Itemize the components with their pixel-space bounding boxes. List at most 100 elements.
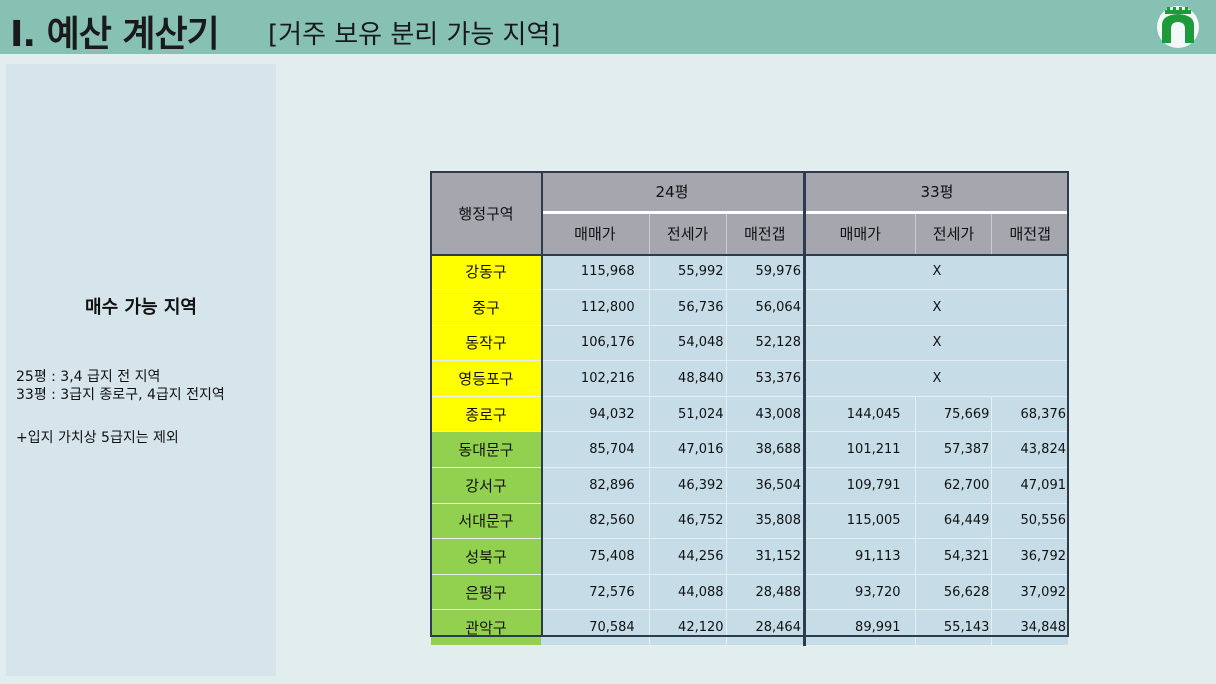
sale-33-cell: 101,211 [802, 431, 916, 469]
budget-table: 행정구역 24평 33평 매매가 전세가 매전갭 매매가 전세가 매전갭 강동구… [431, 172, 1068, 647]
not-applicable-cell: X [802, 289, 1068, 326]
summary-line-note: +입지 가치상 5급지는 제외 [16, 430, 179, 446]
table-row: 관악구 70,584 42,120 28,464 89,991 55,143 34,848 [431, 609, 1068, 647]
jeonse-24-cell: 46,392 [648, 467, 727, 504]
table-row: 서대문구 82,560 46,752 35,808 115,005 64,449 50,55… [431, 503, 1068, 540]
sale-24-cell: 82,896 [541, 467, 650, 504]
sale-33-cell: 115,005 [802, 503, 916, 540]
sale-33-cell: 144,045 [802, 396, 916, 433]
not-applicable-cell: X [802, 254, 1068, 291]
table-row: 강동구 115,968 55,992 59,976 X [431, 254, 1068, 291]
gap-24-cell: 56,064 [725, 289, 805, 326]
jeonse-33-cell: 56,628 [914, 574, 992, 611]
region-column-header: 행정구역 [431, 172, 541, 254]
gap-24-cell: 36,504 [725, 467, 805, 504]
jeonse-33-cell: 57,387 [914, 431, 992, 469]
gap-33-cell: 34,848 [991, 609, 1068, 647]
sale-33-cell: 89,991 [802, 609, 916, 647]
table-row: 동작구 106,176 54,048 52,128 X [431, 325, 1068, 362]
region-cell: 강서구 [431, 467, 541, 504]
sale-24-cell: 102,216 [541, 360, 650, 397]
gap-24-cell: 43,008 [725, 396, 805, 433]
region-cell: 중구 [431, 289, 541, 326]
gap-33-cell: 68,376 [991, 396, 1068, 433]
gap-24-cell: 28,488 [725, 574, 805, 611]
region-cell: 강동구 [431, 254, 541, 291]
sale-24-cell: 112,800 [541, 289, 650, 326]
table-row: 성북구 75,408 44,256 31,152 91,113 54,321 36,792 [431, 538, 1068, 575]
gap-33-cell: 43,824 [991, 431, 1068, 469]
col-header-24-sale: 매매가 [541, 210, 650, 254]
region-cell: 동작구 [431, 325, 541, 362]
summary-panel: 매수 가능 지역 25평 : 3,4 급지 전 지역 33평 : 3급지 종로구… [6, 64, 276, 676]
jeonse-24-cell: 55,992 [648, 254, 727, 291]
col-header-24-gap: 매전갭 [725, 210, 805, 254]
sale-24-cell: 94,032 [541, 396, 650, 433]
gap-24-cell: 35,808 [725, 503, 805, 540]
region-cell: 서대문구 [431, 503, 541, 540]
sale-33-cell: 91,113 [802, 538, 916, 575]
gap-33-cell: 47,091 [991, 467, 1068, 504]
jeonse-33-cell: 64,449 [914, 503, 992, 540]
gap-33-cell: 50,556 [991, 503, 1068, 540]
jeonse-24-cell: 47,016 [648, 431, 727, 469]
sale-24-cell: 106,176 [541, 325, 650, 362]
sale-24-cell: 85,704 [541, 431, 650, 469]
region-cell: 종로구 [431, 396, 541, 433]
table-row: 중구 112,800 56,736 56,064 X [431, 289, 1068, 326]
sale-24-cell: 115,968 [541, 254, 650, 291]
summary-line-25: 25평 : 3,4 급지 전 지역 [16, 369, 161, 385]
jeonse-24-cell: 44,256 [648, 538, 727, 575]
group-header-24: 24평 [541, 172, 805, 212]
table-body: 강동구 115,968 55,992 59,976 X 중구 112,800 56,736 56… [431, 254, 1068, 647]
gap-24-cell: 28,464 [725, 609, 805, 647]
gap-24-cell: 52,128 [725, 325, 805, 362]
page-title: I. 예산 계산기 [10, 14, 220, 55]
sale-24-cell: 72,576 [541, 574, 650, 611]
sale-24-cell: 82,560 [541, 503, 650, 540]
summary-heading: 매수 가능 지역 [85, 297, 197, 318]
jeonse-24-cell: 44,088 [648, 574, 727, 611]
not-applicable-cell: X [802, 360, 1068, 397]
jeonse-33-cell: 62,700 [914, 467, 992, 504]
gap-24-cell: 38,688 [725, 431, 805, 469]
jeonse-24-cell: 54,048 [648, 325, 727, 362]
col-header-33-jeonse: 전세가 [914, 210, 992, 254]
group-header-33: 33평 [802, 172, 1068, 212]
jeonse-33-cell: 75,669 [914, 396, 992, 433]
jeonse-24-cell: 48,840 [648, 360, 727, 397]
title-bar: I. 예산 계산기 [거주 보유 분리 가능 지역] [0, 0, 1216, 55]
jeonse-33-cell: 54,321 [914, 538, 992, 575]
jeonse-24-cell: 46,752 [648, 503, 727, 540]
gap-24-cell: 59,976 [725, 254, 805, 291]
jeonse-33-cell: 55,143 [914, 609, 992, 647]
table-row: 종로구 94,032 51,024 43,008 144,045 75,669 68,376 [431, 396, 1068, 433]
gate-logo-icon [1157, 6, 1199, 48]
gap-33-cell: 36,792 [991, 538, 1068, 575]
gap-33-cell: 37,092 [991, 574, 1068, 611]
sale-24-cell: 75,408 [541, 538, 650, 575]
page-subtitle: [거주 보유 분리 가능 지역] [268, 20, 561, 50]
table-row: 영등포구 102,216 48,840 53,376 X [431, 360, 1068, 397]
jeonse-24-cell: 56,736 [648, 289, 727, 326]
col-header-33-sale: 매매가 [802, 210, 916, 254]
jeonse-24-cell: 51,024 [648, 396, 727, 433]
region-cell: 영등포구 [431, 360, 541, 397]
sale-33-cell: 93,720 [802, 574, 916, 611]
gap-24-cell: 53,376 [725, 360, 805, 397]
region-cell: 관악구 [431, 609, 541, 647]
summary-line-33: 33평 : 3급지 종로구, 4급지 전지역 [16, 387, 225, 403]
col-header-24-jeonse: 전세가 [648, 210, 727, 254]
region-cell: 동대문구 [431, 431, 541, 469]
jeonse-24-cell: 42,120 [648, 609, 727, 647]
region-cell: 은평구 [431, 574, 541, 611]
sale-24-cell: 70,584 [541, 609, 650, 647]
gap-24-cell: 31,152 [725, 538, 805, 575]
region-divider [541, 172, 543, 636]
table-row: 동대문구 85,704 47,016 38,688 101,211 57,387 43,82… [431, 431, 1068, 469]
table-row: 강서구 82,896 46,392 36,504 109,791 62,700 47,091 [431, 467, 1068, 504]
not-applicable-cell: X [802, 325, 1068, 362]
col-header-33-gap: 매전갭 [991, 210, 1068, 254]
sale-33-cell: 109,791 [802, 467, 916, 504]
region-cell: 성북구 [431, 538, 541, 575]
